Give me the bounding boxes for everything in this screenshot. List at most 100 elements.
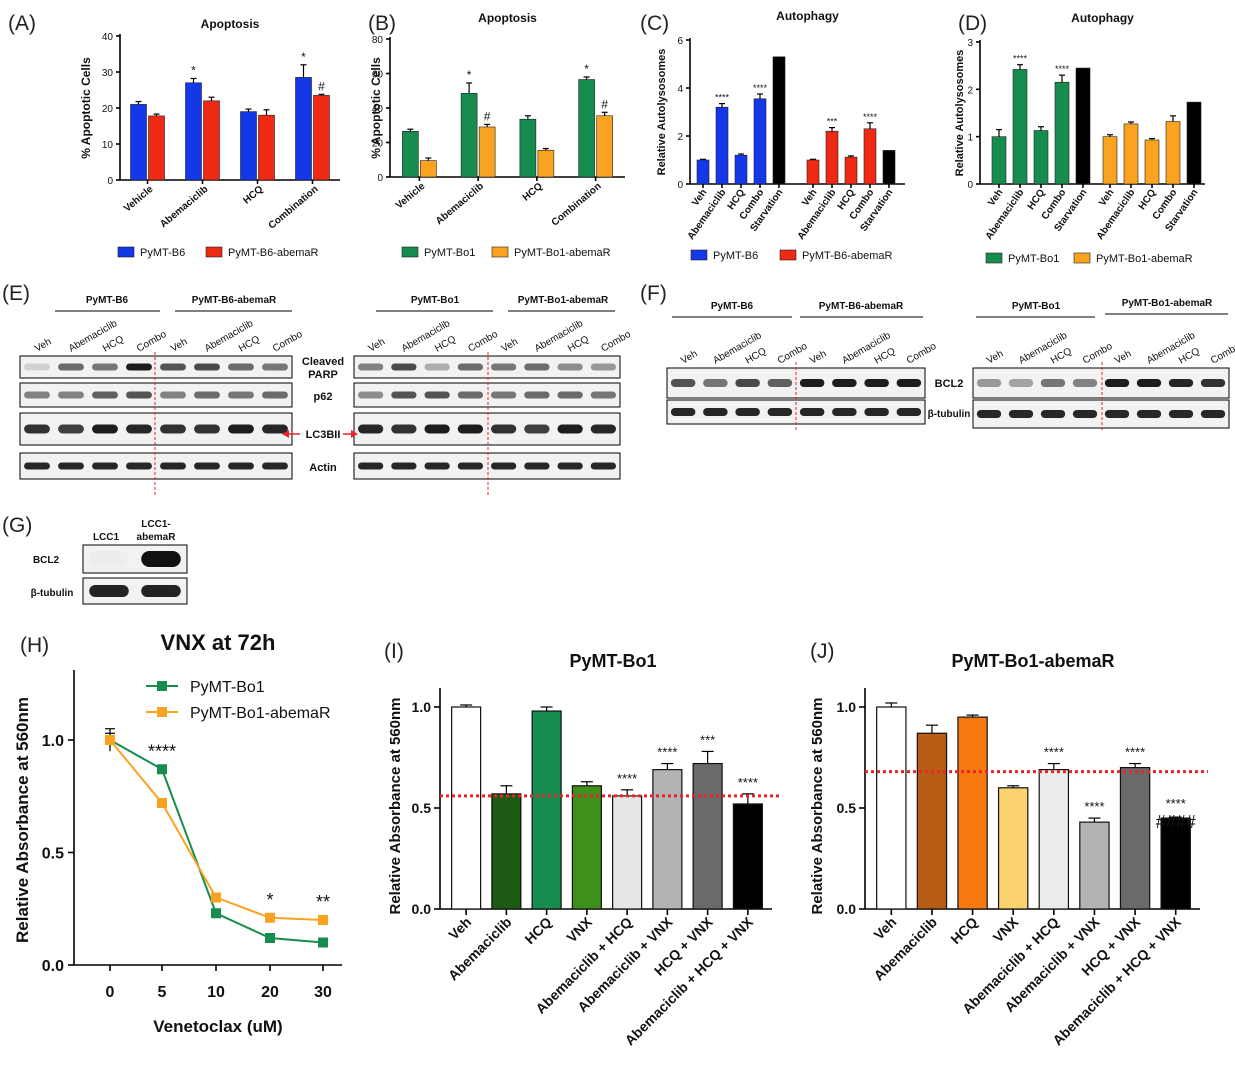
x-tick-label: Combination [550, 181, 604, 229]
blot-band [424, 391, 450, 399]
blot-row-label: BCL2 [33, 555, 60, 566]
blot-group-label: PyMT-B6 [711, 301, 754, 312]
blot-group-label: PyMT-B6-abemaR [192, 295, 277, 306]
blot-band [976, 379, 1002, 387]
blot-band [24, 462, 50, 470]
bar [571, 785, 602, 910]
lane-label: HCQ [237, 334, 262, 355]
bar [1160, 817, 1191, 910]
significance-label: **** [753, 83, 768, 93]
bar [491, 793, 522, 910]
legend-swatch [401, 246, 419, 258]
bar [258, 114, 275, 181]
bar [696, 159, 710, 185]
data-point [265, 933, 275, 943]
bar [1165, 121, 1181, 185]
blot-band [126, 363, 152, 371]
lane-label: Veh [679, 348, 699, 366]
legend-label: PyMT-B6 [713, 250, 758, 262]
blot-band [767, 379, 793, 387]
bar [991, 136, 1007, 185]
data-point [157, 798, 167, 808]
chart-title: VNX at 72h [161, 630, 276, 655]
blot-band [391, 363, 417, 371]
y-tick-label: 0 [677, 180, 683, 191]
blot-band [670, 379, 696, 387]
blot-band [557, 363, 583, 371]
blot-band [590, 363, 617, 371]
x-tick-label: Vehicle [122, 184, 156, 215]
blot-band [735, 379, 760, 387]
x-tick-label: Abemaciclib [158, 184, 210, 230]
legend-label: PyMT-B6 [140, 247, 185, 259]
significance-label: **** [1013, 54, 1028, 64]
blot-band [126, 424, 152, 434]
bar [753, 98, 767, 185]
blot-band [58, 462, 84, 470]
panel-label: (C) [640, 12, 669, 35]
y-axis-label: Relative Absorbance at 560nm [809, 697, 826, 914]
bar [240, 111, 257, 181]
bar [519, 118, 537, 178]
lane-label: Combo [905, 341, 939, 367]
bar [1075, 67, 1091, 185]
y-tick-label: 0.0 [837, 901, 857, 917]
blot-band [92, 363, 118, 371]
blot-band [1040, 379, 1066, 387]
chart-title: Apoptosis [201, 17, 260, 31]
x-axis-label: Venetoclax (uM) [153, 1017, 282, 1036]
blot-row-label: p62 [314, 391, 333, 403]
blot-band [1168, 379, 1194, 387]
lane-label: HCQ [433, 334, 458, 355]
blot-band [391, 424, 417, 434]
blot-panel-F: PyMT-B6 PyMT-B6-abemaR PyMT-Bo1 PyMT-Bo1-ab… [666, 298, 1235, 432]
bar [863, 128, 877, 185]
y-tick-label: 0.0 [412, 901, 432, 917]
y-axis-label: Relative Absorbance at 560nm [387, 697, 404, 914]
x-tick-label: HCQ [521, 181, 545, 204]
significance-label: ** [316, 892, 330, 912]
x-tick-label: VNX [563, 913, 595, 945]
legend-swatch [117, 246, 135, 258]
blot-band [160, 363, 186, 371]
x-tick-label: 30 [314, 984, 332, 1001]
blot-band [457, 462, 484, 470]
blot-group-label: PyMT-Bo1-abemaR [1122, 298, 1213, 309]
blot-band [864, 408, 889, 416]
blot-band [160, 391, 186, 399]
blot-band [58, 424, 84, 434]
blot-band [703, 379, 728, 387]
x-tick-label: HCQ [521, 914, 554, 947]
blot-band [864, 379, 889, 387]
blot-group-label: PyMT-Bo1 [411, 295, 460, 306]
lane-label: Combo [135, 329, 169, 355]
legend-label: PyMT-Bo1 [424, 247, 475, 259]
blot-row-label: BCL2 [935, 378, 964, 390]
blot-band [24, 424, 50, 434]
significance-label: # [318, 79, 325, 93]
blot-band [357, 462, 384, 470]
y-axis-label: Relative Autolysosomes [656, 49, 668, 176]
blot-band [1136, 379, 1162, 387]
legend-swatch [985, 252, 1003, 264]
y-tick-label: 0.0 [42, 958, 64, 975]
y-tick-label: 1.0 [412, 699, 432, 715]
blot-band [92, 391, 118, 399]
chart-A: Apoptosis % Apoptotic Cells 0 10 20 30 40 Vehic… [79, 17, 340, 259]
x-tick-label: Vehicle [394, 181, 428, 212]
blot-band [141, 551, 181, 567]
panel-label: (E) [2, 282, 30, 305]
bar [1033, 130, 1049, 185]
bar [997, 787, 1029, 910]
bar [825, 130, 839, 185]
panel-label: (H) [20, 634, 49, 657]
blot-band [590, 391, 617, 399]
blot-band [457, 391, 484, 399]
bar [844, 156, 858, 185]
x-tick-label: Abemaciclib [434, 181, 486, 227]
lane-label: Veh [808, 348, 828, 366]
legend-label: PyMT-B6-abemaR [228, 247, 319, 259]
bar [882, 150, 896, 185]
blot-band [490, 462, 517, 470]
bar [460, 93, 478, 178]
